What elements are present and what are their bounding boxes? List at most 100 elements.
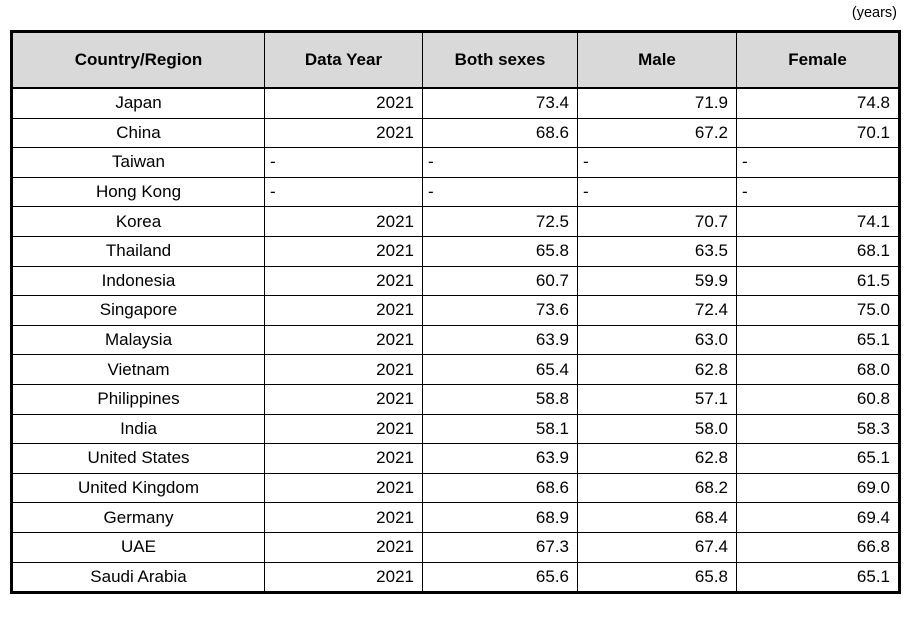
cell-female: 74.8 — [736, 87, 900, 119]
column-header-male: Male — [577, 31, 737, 89]
cell-data-year: - — [264, 176, 423, 208]
table-row: United States 2021 63.9 62.8 65.1 — [11, 443, 900, 474]
cell-female: 70.1 — [736, 117, 900, 149]
cell-data-year: 2021 — [264, 502, 423, 533]
cell-country: China — [11, 117, 265, 149]
cell-both-sexes: 67.3 — [422, 531, 578, 563]
cell-both-sexes: 63.9 — [422, 324, 578, 356]
table-row: UAE 2021 67.3 67.4 66.8 — [11, 531, 900, 563]
cell-both-sexes: - — [422, 147, 578, 178]
cell-male: 71.9 — [577, 87, 737, 119]
cell-female: - — [736, 147, 900, 178]
cell-both-sexes: 58.1 — [422, 413, 578, 445]
cell-female: 65.1 — [736, 443, 900, 474]
cell-data-year: 2021 — [264, 443, 423, 474]
cell-country: Philippines — [11, 383, 265, 415]
cell-male: 59.9 — [577, 265, 737, 297]
cell-data-year: 2021 — [264, 235, 423, 267]
cell-both-sexes: 73.6 — [422, 295, 578, 326]
cell-country: India — [11, 413, 265, 445]
life-expectancy-table: Country/Region Data Year Both sexes Male Fem… — [10, 30, 901, 595]
table-row: Singapore 2021 73.6 72.4 75.0 — [11, 295, 900, 326]
cell-male: 63.0 — [577, 324, 737, 356]
cell-country: Thailand — [11, 235, 265, 267]
cell-female: 65.1 — [736, 561, 900, 594]
cell-female: 65.1 — [736, 324, 900, 356]
cell-country: Hong Kong — [11, 176, 265, 208]
header-row: Country/Region Data Year Both sexes Male Fem… — [11, 31, 900, 89]
cell-data-year: 2021 — [264, 354, 423, 385]
cell-female: 69.4 — [736, 502, 900, 533]
cell-male: 70.7 — [577, 206, 737, 237]
column-header-female: Female — [736, 31, 900, 89]
cell-data-year: 2021 — [264, 561, 423, 594]
column-header-both-sexes: Both sexes — [422, 31, 578, 89]
cell-data-year: - — [264, 147, 423, 178]
table-row: India 2021 58.1 58.0 58.3 — [11, 413, 900, 445]
table-body: Japan 2021 73.4 71.9 74.8 China 2021 68.6 67.2 70… — [11, 87, 900, 594]
cell-country: Japan — [11, 87, 265, 119]
cell-both-sexes: 65.6 — [422, 561, 578, 594]
table-row: Malaysia 2021 63.9 63.0 65.1 — [11, 324, 900, 356]
cell-both-sexes: 63.9 — [422, 443, 578, 474]
cell-female: 74.1 — [736, 206, 900, 237]
cell-country: Taiwan — [11, 147, 265, 178]
cell-country: Singapore — [11, 295, 265, 326]
table-row: China 2021 68.6 67.2 70.1 — [11, 117, 900, 149]
column-header-country: Country/Region — [11, 31, 265, 89]
cell-male: 67.2 — [577, 117, 737, 149]
cell-data-year: 2021 — [264, 413, 423, 445]
cell-male: 67.4 — [577, 531, 737, 563]
cell-both-sexes: - — [422, 176, 578, 208]
cell-female: - — [736, 176, 900, 208]
cell-country: Saudi Arabia — [11, 561, 265, 594]
cell-female: 66.8 — [736, 531, 900, 563]
cell-both-sexes: 65.4 — [422, 354, 578, 385]
cell-data-year: 2021 — [264, 531, 423, 563]
cell-data-year: 2021 — [264, 383, 423, 415]
cell-both-sexes: 68.6 — [422, 117, 578, 149]
table-row: Taiwan - - - - — [11, 147, 900, 178]
cell-country: United States — [11, 443, 265, 474]
cell-data-year: 2021 — [264, 87, 423, 119]
cell-data-year: 2021 — [264, 472, 423, 504]
table-row: Korea 2021 72.5 70.7 74.1 — [11, 206, 900, 237]
cell-data-year: 2021 — [264, 295, 423, 326]
cell-male: 63.5 — [577, 235, 737, 267]
cell-both-sexes: 65.8 — [422, 235, 578, 267]
cell-country: United Kingdom — [11, 472, 265, 504]
table-row: United Kingdom 2021 68.6 68.2 69.0 — [11, 472, 900, 504]
cell-female: 61.5 — [736, 265, 900, 297]
cell-both-sexes: 73.4 — [422, 87, 578, 119]
cell-male: 65.8 — [577, 561, 737, 594]
cell-both-sexes: 58.8 — [422, 383, 578, 415]
cell-male: - — [577, 176, 737, 208]
cell-male: 68.2 — [577, 472, 737, 504]
cell-country: Indonesia — [11, 265, 265, 297]
cell-male: 68.4 — [577, 502, 737, 533]
table-row: Japan 2021 73.4 71.9 74.8 — [11, 87, 900, 119]
table-row: Vietnam 2021 65.4 62.8 68.0 — [11, 354, 900, 385]
cell-data-year: 2021 — [264, 206, 423, 237]
cell-female: 68.0 — [736, 354, 900, 385]
cell-female: 58.3 — [736, 413, 900, 445]
table-row: Saudi Arabia 2021 65.6 65.8 65.1 — [11, 561, 900, 594]
cell-male: 57.1 — [577, 383, 737, 415]
cell-male: 72.4 — [577, 295, 737, 326]
table-row: Germany 2021 68.9 68.4 69.4 — [11, 502, 900, 533]
unit-label: (years) — [851, 5, 897, 21]
cell-both-sexes: 60.7 — [422, 265, 578, 297]
cell-male: 62.8 — [577, 443, 737, 474]
cell-male: 58.0 — [577, 413, 737, 445]
cell-data-year: 2021 — [264, 324, 423, 356]
cell-male: - — [577, 147, 737, 178]
cell-country: UAE — [11, 531, 265, 563]
cell-country: Vietnam — [11, 354, 265, 385]
cell-country: Korea — [11, 206, 265, 237]
cell-data-year: 2021 — [264, 265, 423, 297]
cell-female: 60.8 — [736, 383, 900, 415]
cell-both-sexes: 68.9 — [422, 502, 578, 533]
cell-female: 75.0 — [736, 295, 900, 326]
column-header-data-year: Data Year — [264, 31, 423, 89]
